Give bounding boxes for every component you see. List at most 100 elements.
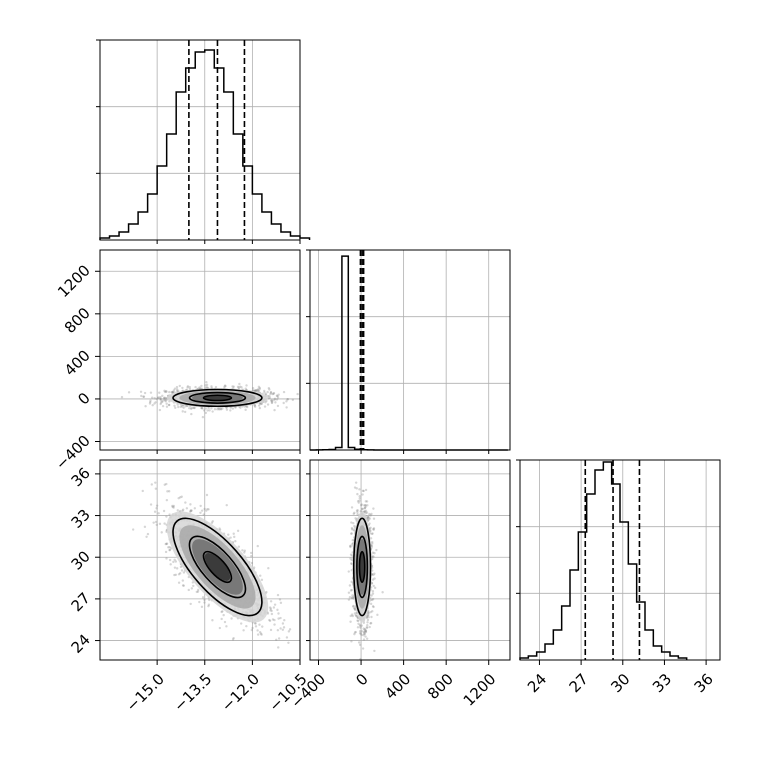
sample-point [285, 400, 288, 403]
sample-point [257, 385, 261, 389]
scatter-panel-2 [309, 459, 511, 661]
sample-point [223, 384, 227, 387]
sample-point [364, 505, 367, 509]
sample-point [172, 506, 175, 509]
y-tick-label: 400 [61, 346, 94, 379]
sample-point [358, 495, 361, 498]
sample-point [353, 511, 356, 515]
sample-point [268, 388, 271, 391]
y-tick-label: −400 [52, 432, 94, 474]
sample-point [282, 401, 285, 405]
sample-point [367, 516, 370, 519]
sample-point [157, 512, 160, 515]
sample-point [368, 517, 371, 520]
contour-1-2 [172, 517, 263, 617]
sample-point [206, 386, 209, 389]
sample-point [368, 625, 371, 629]
sample-point [256, 633, 260, 636]
sample-point [249, 551, 253, 555]
sample-point [153, 397, 156, 400]
sample-point [366, 516, 370, 519]
sample-point [360, 624, 363, 627]
sample-point [205, 509, 208, 512]
sample-point [143, 525, 147, 529]
hist-frame-2 [519, 459, 721, 661]
sample-point [206, 508, 209, 511]
sample-point [273, 398, 276, 401]
sample-point [361, 507, 364, 511]
y-tick-label: 1200 [54, 261, 94, 301]
sample-point [255, 389, 259, 392]
sample-point [288, 628, 292, 631]
sample-point [255, 388, 258, 392]
x-tick-label: 24 [524, 670, 550, 696]
sample-point [190, 587, 194, 590]
sample-point [166, 457, 168, 459]
sample-point [165, 557, 168, 560]
sample-point [373, 586, 377, 590]
sample-point [364, 504, 367, 507]
sample-point [273, 397, 277, 401]
sample-point [186, 385, 190, 388]
sample-point [352, 528, 355, 531]
sample-point [213, 408, 217, 411]
sample-point [171, 505, 174, 509]
sample-point [357, 622, 360, 626]
sample-point [363, 631, 366, 634]
sample-point [277, 617, 280, 620]
x-tick-label: 30 [607, 670, 633, 696]
sample-point [359, 626, 362, 629]
sample-point [353, 632, 356, 636]
sample-point [369, 526, 372, 529]
sample-point [201, 407, 204, 410]
sample-point [172, 560, 175, 564]
sample-point [202, 409, 206, 412]
sample-point [219, 408, 223, 411]
sample-point [356, 513, 359, 516]
sample-point [192, 584, 195, 588]
sample-point [362, 621, 366, 625]
sample-point [353, 524, 356, 528]
sample-point [361, 493, 364, 496]
sample-point [363, 628, 367, 631]
sample-point [191, 406, 195, 410]
sample-point [361, 647, 365, 650]
sample-point [367, 611, 370, 615]
sample-point [245, 624, 248, 628]
sample-point [347, 570, 350, 573]
sample-point [368, 522, 371, 525]
sample-point [146, 532, 150, 536]
x-tick-label: 36 [691, 670, 717, 696]
sample-point [193, 406, 196, 410]
sample-point [154, 401, 157, 404]
sample-point [273, 603, 277, 606]
sample-point [225, 625, 228, 628]
sample-point [286, 398, 289, 401]
sample-point [267, 386, 271, 390]
sample-point [161, 400, 164, 404]
sample-point [279, 616, 282, 620]
sample-point [256, 629, 259, 632]
sample-point [260, 578, 264, 582]
sample-point [164, 550, 168, 554]
sample-point [371, 555, 374, 558]
hist-frame-1 [309, 249, 511, 451]
sample-point [372, 573, 375, 577]
sample-point [353, 631, 357, 634]
sample-point [371, 532, 374, 535]
sample-point [271, 392, 274, 396]
sample-point [168, 390, 171, 394]
sample-point [150, 483, 154, 486]
sample-point [163, 399, 167, 402]
sample-point [148, 402, 152, 405]
sample-point [200, 384, 203, 388]
sample-point [245, 384, 248, 387]
sample-point [163, 390, 167, 394]
pair-grid-2 [310, 460, 510, 660]
sample-point [366, 614, 369, 617]
sample-point [181, 509, 184, 512]
sample-point [358, 643, 362, 647]
sample-point [217, 407, 220, 410]
